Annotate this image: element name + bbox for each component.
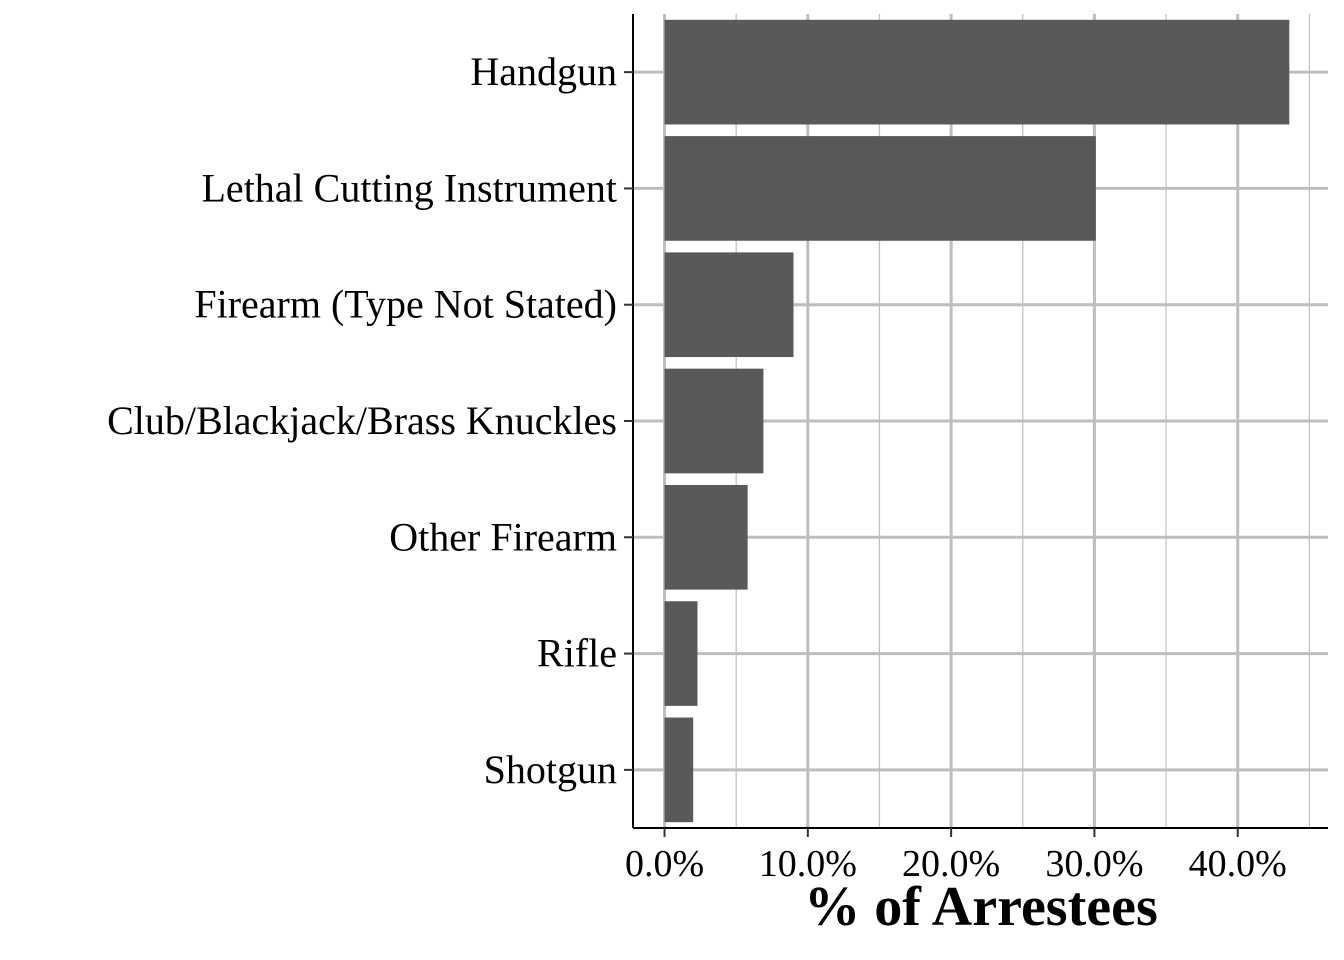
bar-7 — [664, 717, 694, 823]
x-tick-label: 40.0% — [1189, 843, 1287, 885]
x-tick-label: 20.0% — [902, 843, 1000, 885]
y-tick-label: Club/Blackjack/Brass Knuckles — [107, 398, 617, 443]
axis-layer: Handgun Lethal Cutting Instrument Firearm … — [107, 14, 1328, 885]
x-axis-title: % of Arrestees — [804, 876, 1158, 938]
bar-2 — [664, 136, 1096, 241]
bar-5 — [664, 484, 748, 590]
bar-1 — [664, 19, 1290, 125]
y-tick-label: Firearm (Type Not Stated) — [194, 282, 617, 327]
x-tick-label: 10.0% — [759, 843, 857, 885]
bar-3 — [664, 252, 794, 358]
bar-6 — [664, 601, 698, 706]
y-tick-label: Rifle — [537, 631, 617, 676]
x-tick-label: 0.0% — [625, 843, 704, 885]
bar-4 — [664, 368, 764, 474]
y-tick-label: Lethal Cutting Instrument — [202, 165, 618, 210]
y-tick-label: Shotgun — [484, 747, 617, 792]
y-tick-label: Handgun — [470, 49, 617, 94]
y-tick-label: Other Firearm — [389, 514, 617, 559]
bar-layer — [664, 19, 1290, 823]
x-tick-label: 30.0% — [1045, 843, 1143, 885]
